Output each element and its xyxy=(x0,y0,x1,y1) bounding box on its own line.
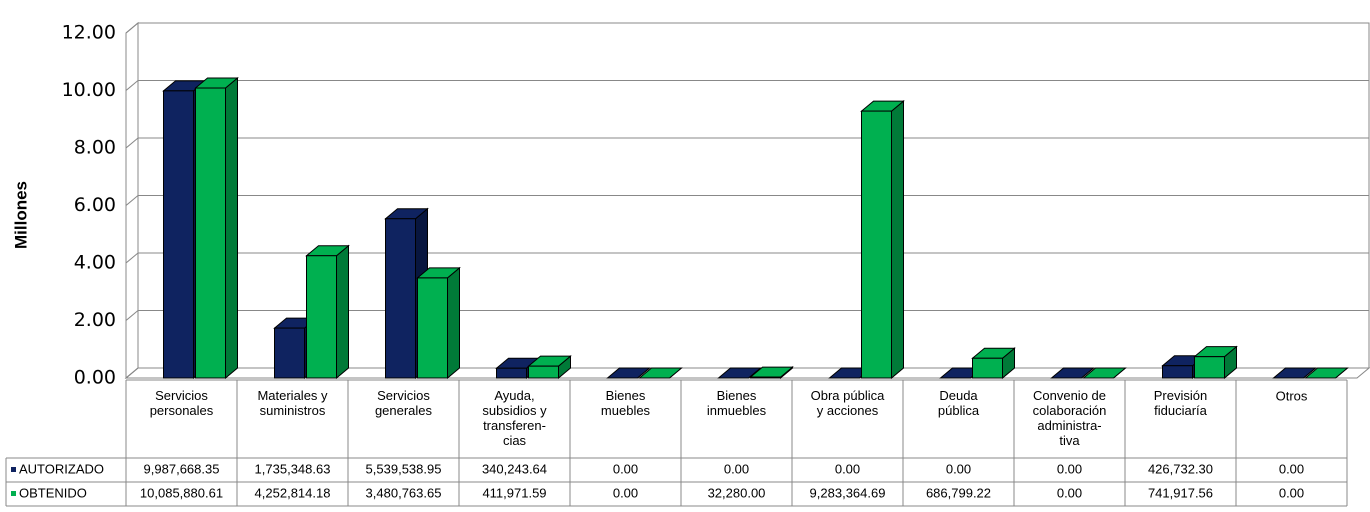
bar xyxy=(528,365,559,379)
bar xyxy=(496,367,527,379)
grid-line-side xyxy=(125,195,139,206)
bar-top xyxy=(1082,367,1127,379)
bar xyxy=(417,277,448,379)
table-value: 0.00 xyxy=(1279,485,1304,500)
table-value: 686,799.22 xyxy=(926,485,991,500)
table-value: 0.00 xyxy=(613,485,638,500)
y-tick-label: 0.00 xyxy=(74,367,116,389)
bar-top xyxy=(638,367,683,379)
y-tick-label: 10.00 xyxy=(62,79,116,101)
bar-top xyxy=(1050,367,1095,379)
category-label: Materiales y suministros xyxy=(257,388,328,418)
legend-swatch xyxy=(11,467,16,472)
grid-line-side xyxy=(125,310,139,321)
y-tick-label: 12.00 xyxy=(62,22,116,44)
table-value: 10,085,880.61 xyxy=(140,485,223,500)
bar-side xyxy=(447,266,460,380)
bar xyxy=(1162,365,1193,379)
table-value: 9,283,364.69 xyxy=(810,485,886,500)
table-value: 1,735,348.63 xyxy=(255,461,331,476)
y-tick-label: 4.00 xyxy=(74,252,116,274)
legend-swatch xyxy=(11,491,16,496)
grid-line-side xyxy=(125,22,139,34)
category-label: Bienes muebles xyxy=(601,388,651,418)
legend-label: AUTORIZADO xyxy=(19,461,104,476)
category-label: Servicios personales xyxy=(150,388,214,418)
bar xyxy=(972,357,1003,379)
category-label: Bienes inmuebles xyxy=(707,388,767,418)
table-value: 4,252,814.18 xyxy=(255,485,331,500)
table-value: 340,243.64 xyxy=(482,461,547,476)
grid-line-side xyxy=(125,137,139,149)
table-value: 9,987,668.35 xyxy=(144,461,220,476)
category-label: Previsión fiduciaría xyxy=(1154,388,1208,418)
bar-top xyxy=(717,367,762,379)
category-label: Convenio de colaboración administra-tiva xyxy=(1033,388,1107,448)
bar xyxy=(1194,356,1225,379)
table-value: 0.00 xyxy=(613,461,638,476)
table-value: 0.00 xyxy=(835,461,860,476)
category-label: Deuda pública xyxy=(938,388,980,418)
category-label: Otros xyxy=(1276,388,1308,403)
table-value: 5,539,538.95 xyxy=(366,461,442,476)
bar-side xyxy=(336,244,349,380)
bar xyxy=(306,255,337,379)
grid-line-side xyxy=(125,252,139,264)
table-value: 0.00 xyxy=(1279,461,1304,476)
grid-line-side xyxy=(125,80,139,91)
table-value: 741,917.56 xyxy=(1148,485,1213,500)
bar xyxy=(195,87,226,379)
table-value: 411,971.59 xyxy=(482,485,546,500)
table-value: 0.00 xyxy=(724,461,749,476)
table-value: 3,480,763.65 xyxy=(366,485,442,500)
category-label: Obra pública y acciones xyxy=(811,388,885,418)
bar-top xyxy=(1272,367,1317,379)
table-value: 0.00 xyxy=(1057,461,1082,476)
table-value: 0.00 xyxy=(1057,485,1082,500)
y-tick-label: 6.00 xyxy=(74,194,116,216)
category-label: Servicios generales xyxy=(375,388,433,418)
bar-top xyxy=(1304,367,1349,379)
table-value: 0.00 xyxy=(946,461,971,476)
bar xyxy=(274,327,305,379)
bar xyxy=(385,218,416,379)
table-value: 426,732.30 xyxy=(1148,461,1213,476)
bar xyxy=(861,110,892,379)
y-tick-label: 8.00 xyxy=(74,137,116,159)
table-value: 32,280.00 xyxy=(708,485,766,500)
bar-top xyxy=(606,367,651,379)
y-axis-label: Millones xyxy=(11,181,30,249)
legend-label: OBTENIDO xyxy=(19,485,87,500)
bar-side xyxy=(891,100,904,380)
bar xyxy=(163,90,194,379)
category-label: Ayuda, subsidios y transferen-cias xyxy=(482,388,547,448)
grid-line-side xyxy=(125,367,139,379)
y-tick-label: 2.00 xyxy=(74,309,116,331)
bar xyxy=(750,376,781,379)
bar-side xyxy=(225,76,238,380)
